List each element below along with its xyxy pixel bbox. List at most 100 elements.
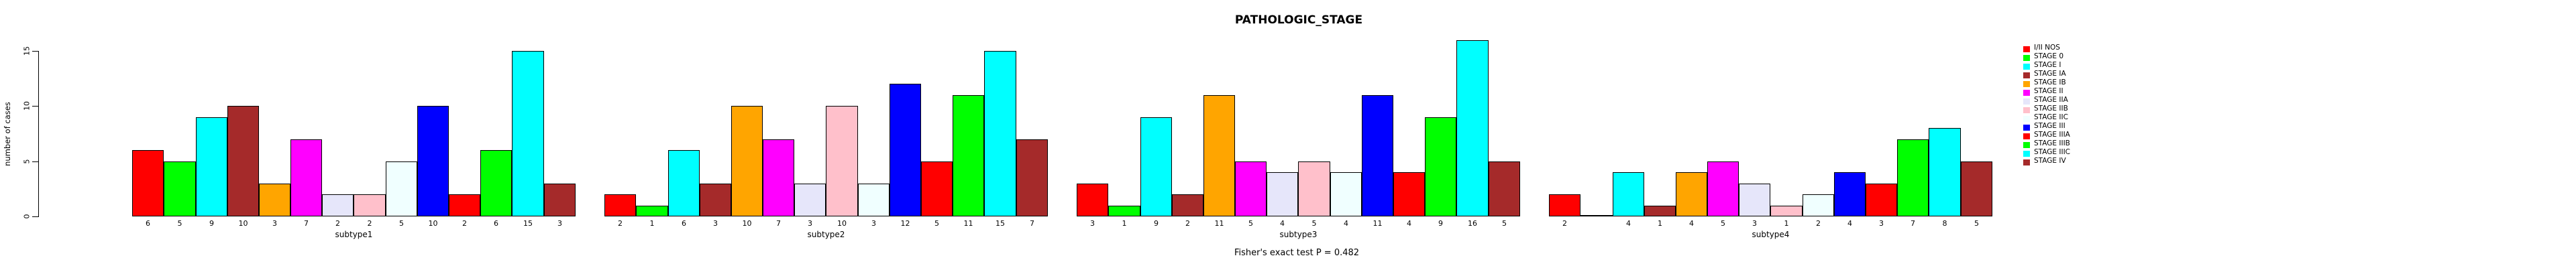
bar <box>858 184 890 216</box>
y-tick-label: 5 <box>22 159 32 164</box>
legend-swatch <box>2023 151 2030 157</box>
bar <box>354 194 386 216</box>
legend-swatch <box>2023 142 2030 148</box>
bar-value-label: 11 <box>1214 219 1224 228</box>
bar-value-label: 4 <box>1626 219 1631 228</box>
bar-value-label: 1 <box>1122 219 1127 228</box>
bar <box>449 194 480 216</box>
bar <box>731 106 763 216</box>
bar <box>1425 117 1456 216</box>
bar <box>227 106 259 216</box>
bar <box>544 184 576 216</box>
legend-item: I/II NOS <box>2023 44 2060 52</box>
bar-value-label: 5 <box>934 219 939 228</box>
bar-value-label: 5 <box>177 219 182 228</box>
bar-value-label: 15 <box>523 219 533 228</box>
bar-value-label: 9 <box>209 219 214 228</box>
legend-swatch <box>2023 125 2030 131</box>
bar-value-label: 2 <box>1185 219 1190 228</box>
y-axis-title: number of cases <box>3 102 12 166</box>
legend-swatch <box>2023 81 2030 87</box>
legend-swatch <box>2023 46 2030 52</box>
bar <box>132 150 164 216</box>
bar <box>196 117 227 216</box>
bar-value-label: 5 <box>1311 219 1317 228</box>
group-label: subtype4 <box>1752 230 1790 239</box>
bar <box>636 206 668 216</box>
legend-label: STAGE IIB <box>2034 105 2068 113</box>
bar-value-label: 10 <box>837 219 847 228</box>
legend-swatch <box>2023 133 2030 139</box>
group-label: subtype3 <box>1279 230 1318 239</box>
bar <box>890 84 921 216</box>
bar <box>763 139 794 216</box>
bar-value-label: 3 <box>1090 219 1095 228</box>
footer-caption: Fisher's exact test P = 0.482 <box>1234 248 1360 258</box>
bar-value-label: 5 <box>1974 219 1979 228</box>
bar <box>1739 184 1770 216</box>
bar <box>1235 161 1267 216</box>
bar <box>290 139 322 216</box>
group-label: subtype1 <box>335 230 373 239</box>
legend-label: STAGE IIIB <box>2034 139 2070 147</box>
bar <box>1897 139 1929 216</box>
bar-value-label: 6 <box>494 219 498 228</box>
bar-value-label: 3 <box>1879 219 1884 228</box>
bar-value-label: 11 <box>963 219 973 228</box>
bar <box>1172 194 1203 216</box>
legend-swatch <box>2023 98 2030 105</box>
bar <box>417 106 449 216</box>
bar <box>794 184 826 216</box>
bar <box>1707 161 1739 216</box>
bar <box>984 51 1016 216</box>
bar-value-label: 6 <box>146 219 150 228</box>
bar <box>386 161 417 216</box>
legend-label: STAGE II <box>2034 87 2063 95</box>
legend-label: STAGE IB <box>2034 78 2066 86</box>
bar-value-label: 5 <box>1721 219 1725 228</box>
bar <box>1362 95 1393 216</box>
legend-label: STAGE IIIC <box>2034 148 2070 156</box>
legend-swatch <box>2023 90 2030 96</box>
legend-label: STAGE IIC <box>2034 113 2068 121</box>
bar-value-label: 1 <box>1784 219 1789 228</box>
bar-value-label: 2 <box>618 219 623 228</box>
bar-value-label: 3 <box>808 219 812 228</box>
bar <box>259 184 290 216</box>
bar <box>700 184 731 216</box>
bar-value-label: 7 <box>776 219 781 228</box>
legend-label: STAGE I <box>2034 61 2061 69</box>
bar <box>1961 161 1992 216</box>
bar-value-label: 3 <box>713 219 718 228</box>
legend-item: STAGE IIIC <box>2023 148 2070 157</box>
legend-item: STAGE IA <box>2023 70 2066 78</box>
bar-value-label: 1 <box>649 219 655 228</box>
bar <box>1203 95 1235 216</box>
bar <box>1489 161 1520 216</box>
bar <box>826 106 858 216</box>
bar <box>1267 172 1298 216</box>
bar <box>921 161 953 216</box>
bar <box>164 161 196 216</box>
legend-item: STAGE I <box>2023 61 2061 70</box>
legend-item: STAGE IIC <box>2023 113 2068 122</box>
bar <box>1393 172 1425 216</box>
legend-swatch <box>2023 55 2030 61</box>
bar <box>1803 194 1834 216</box>
bar-value-label: 6 <box>682 219 686 228</box>
bar <box>1644 206 1676 216</box>
bar-value-label: 3 <box>1752 219 1757 228</box>
bar-value-label: 10 <box>238 219 248 228</box>
y-tick <box>32 106 39 107</box>
y-tick-label: 10 <box>22 101 32 111</box>
legend-item: STAGE IIIB <box>2023 139 2070 148</box>
bar-value-label: 16 <box>1468 219 1477 228</box>
legend-label: STAGE IA <box>2034 70 2066 78</box>
bar-value-label: 4 <box>1280 219 1285 228</box>
y-tick <box>32 216 39 217</box>
bar-value-label: 11 <box>1373 219 1383 228</box>
bar-value-label: 5 <box>1248 219 1253 228</box>
bar-value-label: 2 <box>1562 219 1567 228</box>
legend-item: STAGE II <box>2023 87 2063 96</box>
group-label: subtype2 <box>807 230 845 239</box>
